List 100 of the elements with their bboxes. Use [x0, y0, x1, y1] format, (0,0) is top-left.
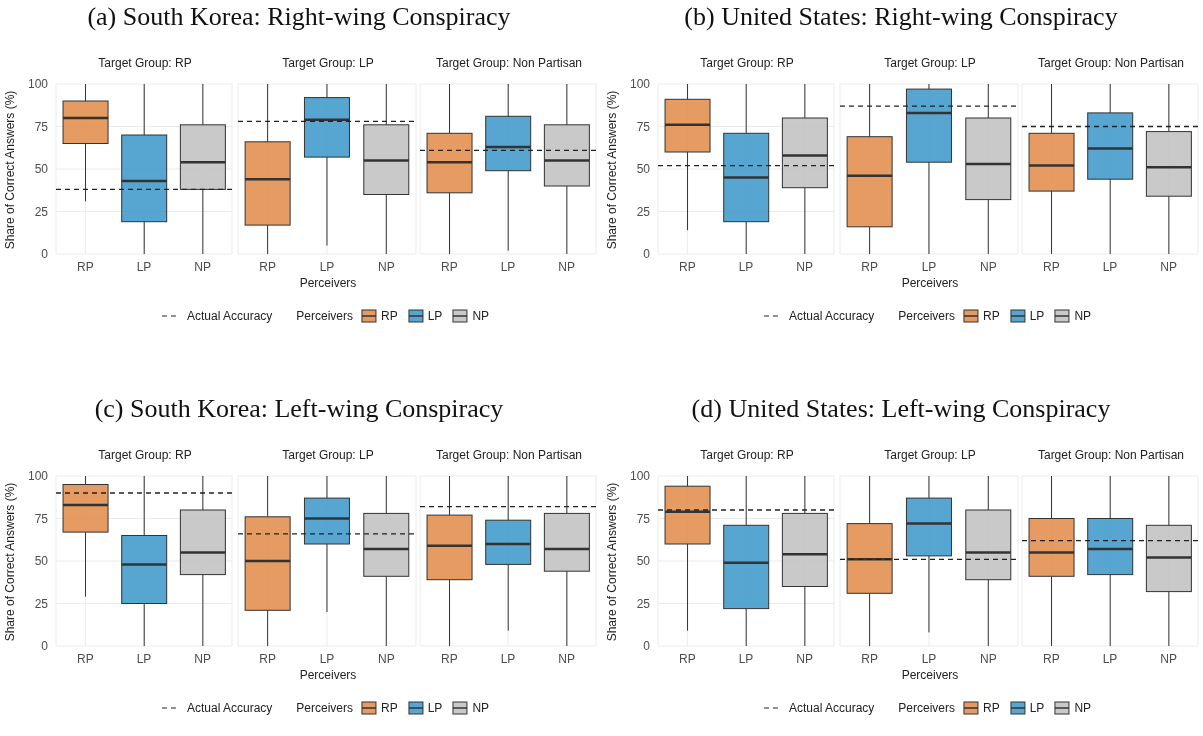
chart-subtitle: Target Group: RP — [97, 448, 193, 464]
category-label: RP — [381, 309, 398, 323]
category-label: LP — [1029, 309, 1045, 323]
x-tick-label: LP — [1102, 651, 1118, 666]
y-tick-label: 100 — [27, 77, 49, 92]
text: (a) South Korea: Right-wing Conspiracy — [86, 2, 512, 32]
chart-subtitle: Target Group: Non Partisan — [1036, 448, 1186, 464]
category-label: RP — [983, 701, 1000, 715]
y-tick-label: 75 — [636, 119, 651, 134]
legend-label: Actual Accuracy — [788, 309, 875, 323]
x-tick-label: RP — [441, 259, 458, 274]
category-label: NP — [1074, 701, 1092, 715]
y-tick-label: 50 — [34, 162, 49, 177]
category-label: LP — [427, 701, 443, 715]
category-label: LP — [427, 309, 443, 323]
y-axis-title: Share of Correct Answers (%) — [3, 90, 17, 250]
x-tick-label: NP — [1160, 651, 1177, 666]
y-tick-label: 25 — [34, 596, 49, 611]
x-tick-label: LP — [500, 651, 516, 666]
x-tick-label: RP — [441, 651, 458, 666]
y-axis-title: Share of Correct Answers (%) — [605, 90, 619, 250]
chart-subtitle: Target Group: Non Partisan — [1036, 56, 1186, 72]
x-tick-label: RP — [679, 259, 696, 274]
y-tick-label: 25 — [636, 596, 651, 611]
x-tick-label: RP — [679, 651, 696, 666]
chart-subtitle: Target Group: RP — [699, 56, 795, 72]
category-label: RP — [381, 701, 398, 715]
x-tick-label: LP — [319, 259, 335, 274]
legend-title: Perceivers — [898, 309, 956, 323]
x-tick-label: RP — [1043, 259, 1060, 274]
y-axis-title: Share of Correct Answers (%) — [605, 482, 619, 642]
x-tick-label: NP — [194, 259, 211, 274]
text: (d) United States: Left-wing Conspiracy — [690, 394, 1112, 424]
x-tick-label: LP — [319, 651, 335, 666]
y-tick-label: 50 — [636, 162, 651, 177]
x-tick-label: RP — [259, 651, 276, 666]
chart-subtitle: Target Group: LP — [281, 448, 375, 464]
y-tick-label: 25 — [34, 204, 49, 219]
text: (c) South Korea: Left-wing Conspiracy — [93, 394, 505, 424]
x-tick-label: RP — [77, 259, 94, 274]
chart-subtitle: Target Group: Non Partisan — [434, 448, 584, 464]
x-tick-label: NP — [378, 259, 395, 274]
chart-subtitle: Target Group: Non Partisan — [434, 56, 584, 72]
x-axis-title: Perceivers — [298, 668, 358, 682]
category-label: NP — [1074, 309, 1092, 323]
category-label: NP — [472, 309, 490, 323]
chart-subtitle: Target Group: LP — [883, 448, 977, 464]
x-axis-title: Perceivers — [298, 276, 358, 290]
y-tick-label: 100 — [27, 469, 49, 484]
y-tick-label: 75 — [34, 511, 49, 526]
category-label: LP — [1029, 701, 1045, 715]
x-axis-title: Perceivers — [900, 276, 960, 290]
x-tick-label: RP — [861, 651, 878, 666]
legend-label: Actual Accuracy — [788, 701, 875, 715]
x-tick-label: NP — [558, 259, 575, 274]
x-tick-label: NP — [796, 259, 813, 274]
y-tick-label: 75 — [34, 119, 49, 134]
x-tick-label: LP — [921, 651, 937, 666]
chart-subtitle: Target Group: LP — [281, 56, 375, 72]
x-tick-label: LP — [738, 259, 754, 274]
y-tick-label: 75 — [636, 511, 651, 526]
x-tick-label: NP — [980, 259, 997, 274]
x-tick-label: RP — [1043, 651, 1060, 666]
legend-title: Perceivers — [296, 309, 354, 323]
x-tick-label: NP — [1160, 259, 1177, 274]
x-tick-label: NP — [796, 651, 813, 666]
y-tick-label: 0 — [41, 247, 49, 262]
x-tick-label: RP — [259, 259, 276, 274]
x-tick-label: RP — [861, 259, 878, 274]
x-tick-label: LP — [738, 651, 754, 666]
y-axis-title: Share of Correct Answers (%) — [3, 482, 17, 642]
x-tick-label: LP — [136, 259, 152, 274]
legend-title: Perceivers — [296, 701, 354, 715]
x-axis-title: Perceivers — [900, 668, 960, 682]
y-tick-label: 0 — [41, 639, 49, 654]
legend-label: Actual Accuracy — [186, 701, 273, 715]
y-tick-label: 50 — [34, 554, 49, 569]
x-tick-label: LP — [921, 259, 937, 274]
y-tick-label: 100 — [629, 77, 651, 92]
text: (b) United States: Right-wing Conspiracy — [683, 2, 1119, 32]
y-tick-label: 0 — [643, 639, 651, 654]
category-label: NP — [472, 701, 490, 715]
x-tick-label: NP — [378, 651, 395, 666]
x-tick-label: RP — [77, 651, 94, 666]
y-tick-label: 25 — [636, 204, 651, 219]
y-tick-label: 50 — [636, 554, 651, 569]
category-label: RP — [983, 309, 1000, 323]
legend-label: Actual Accuracy — [186, 309, 273, 323]
x-tick-label: LP — [136, 651, 152, 666]
x-tick-label: NP — [980, 651, 997, 666]
x-tick-label: LP — [500, 259, 516, 274]
x-tick-label: NP — [558, 651, 575, 666]
x-tick-label: NP — [194, 651, 211, 666]
y-tick-label: 0 — [643, 247, 651, 262]
chart-subtitle: Target Group: RP — [97, 56, 193, 72]
legend-title: Perceivers — [898, 701, 956, 715]
chart-subtitle: Target Group: LP — [883, 56, 977, 72]
chart-subtitle: Target Group: RP — [699, 448, 795, 464]
x-tick-label: LP — [1102, 259, 1118, 274]
y-tick-label: 100 — [629, 469, 651, 484]
